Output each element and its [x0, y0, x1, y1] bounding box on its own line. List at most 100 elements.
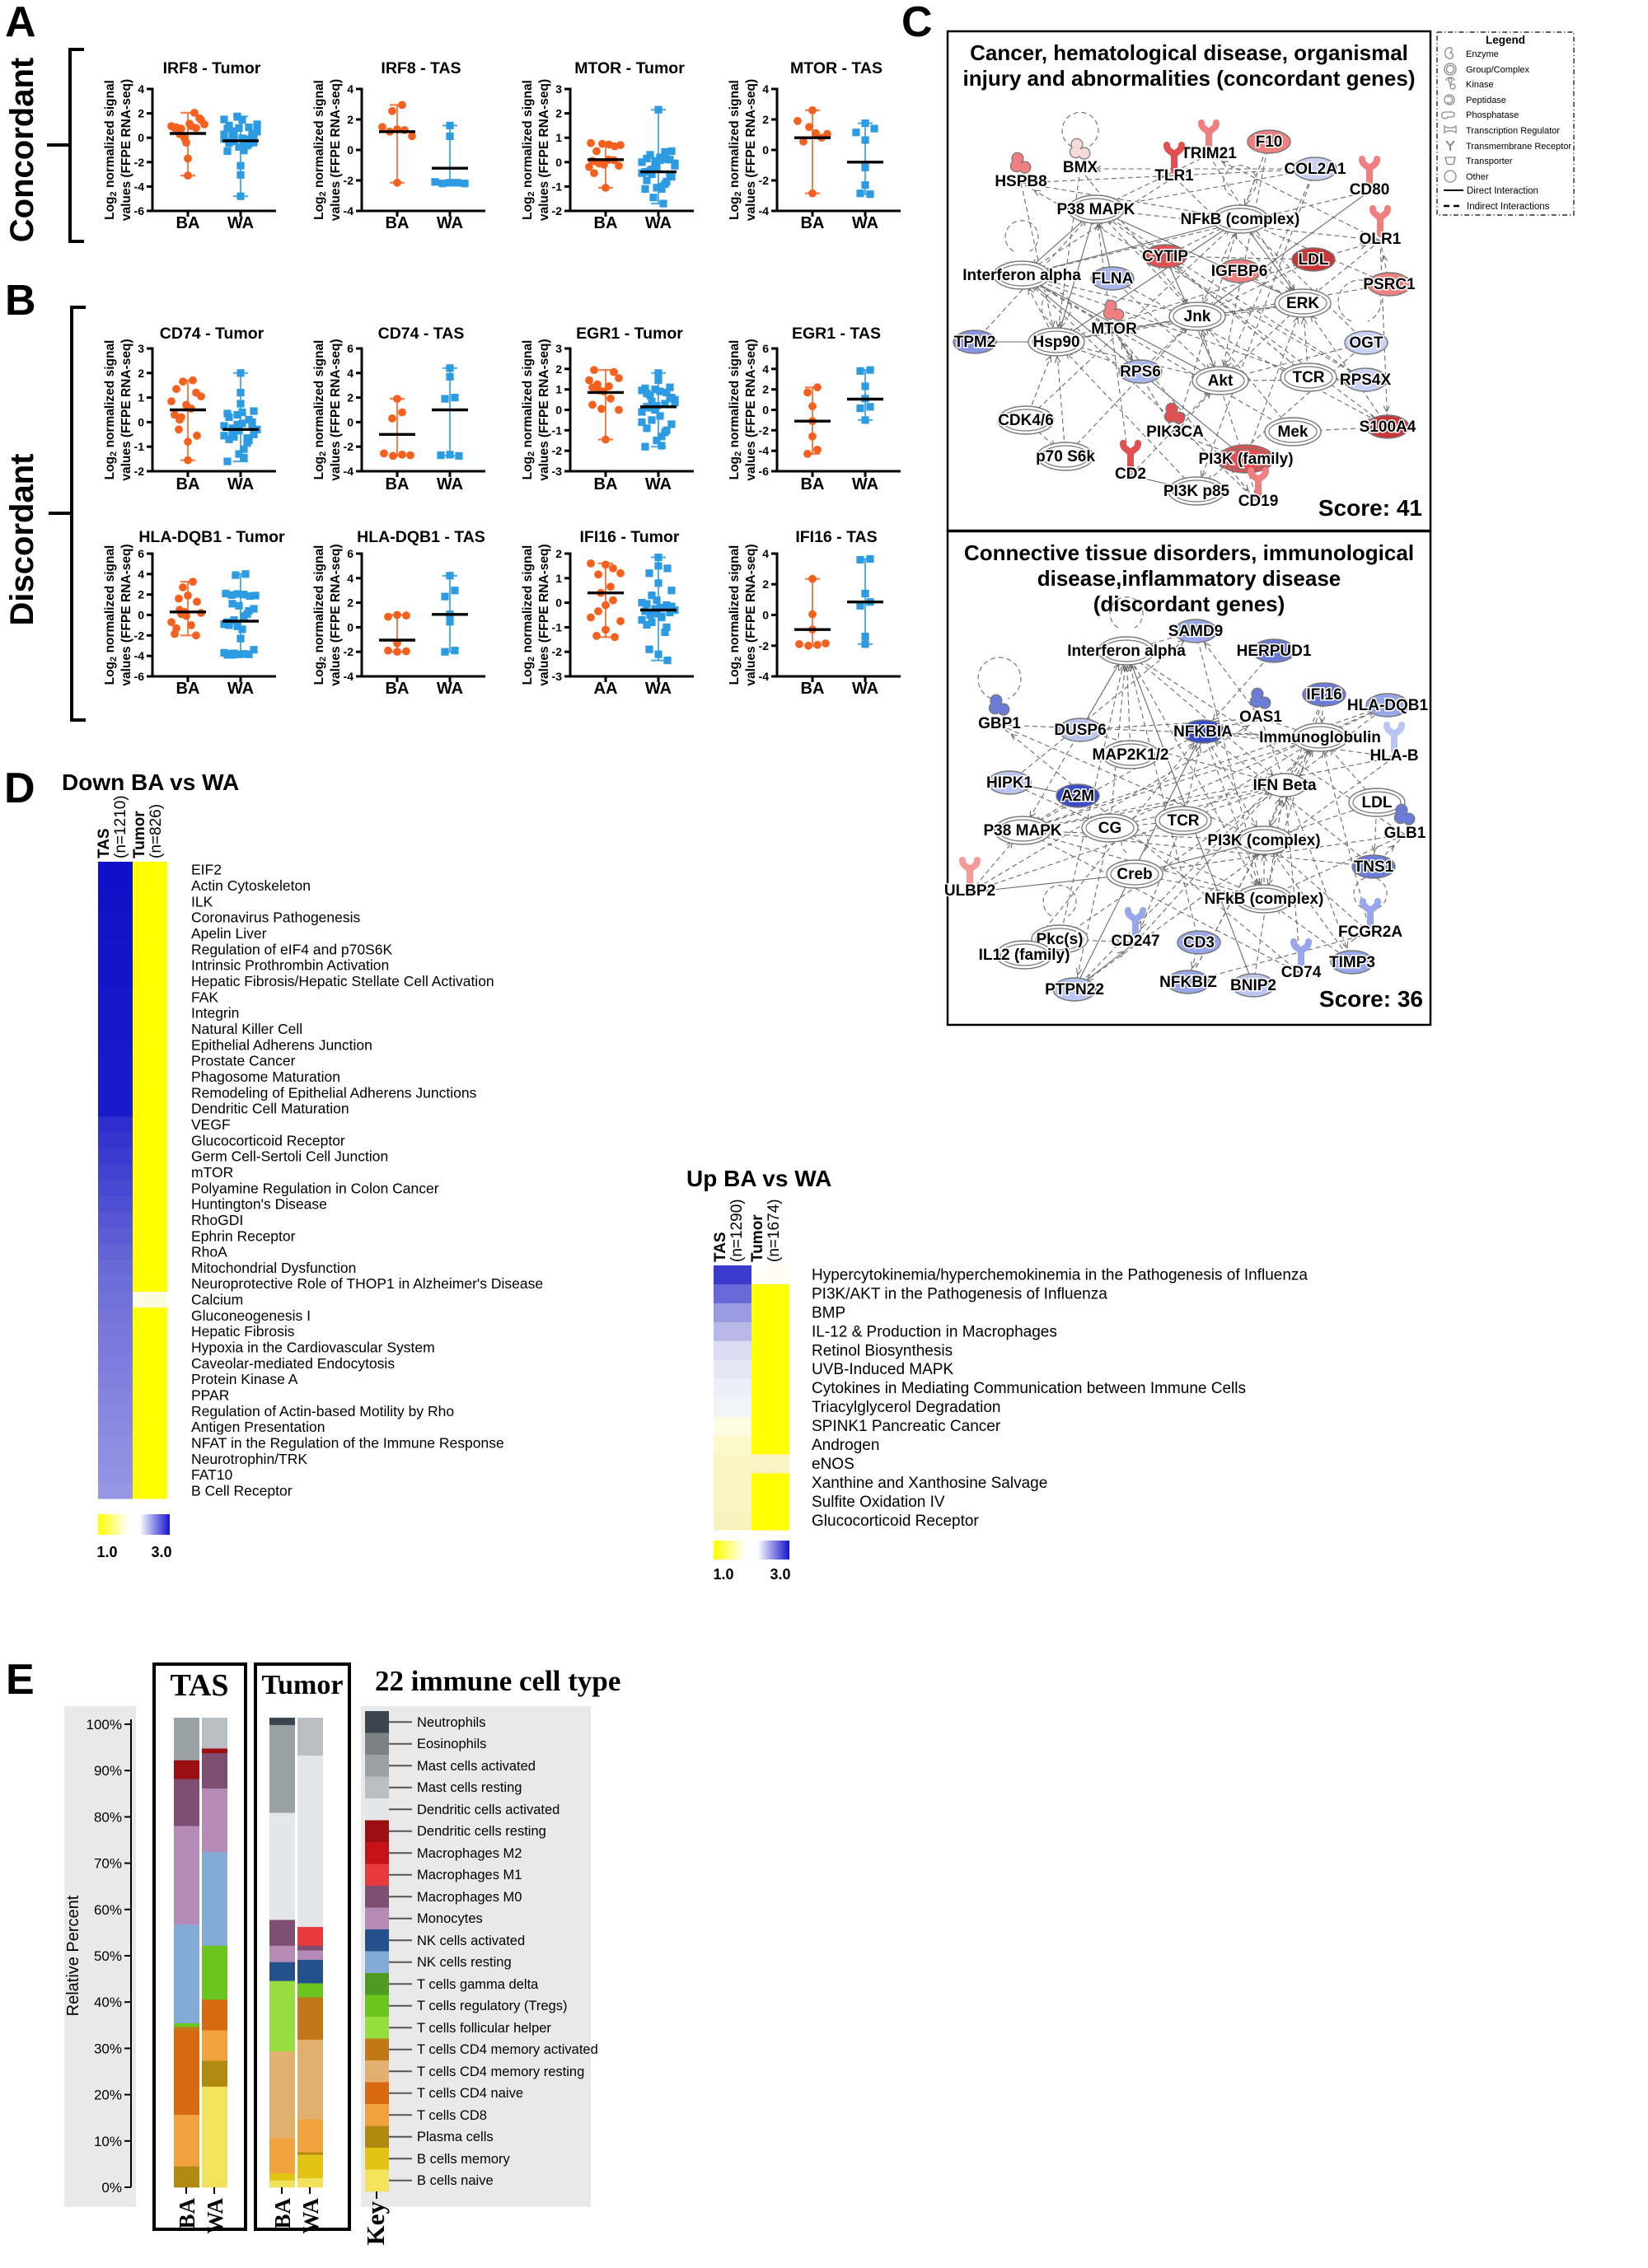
- svg-text:Log2 normalized signal: Log2 normalized signal: [103, 545, 119, 685]
- svg-text:3: 3: [555, 82, 562, 96]
- svg-text:TAS: TAS: [96, 828, 113, 858]
- svg-text:-4: -4: [759, 204, 770, 217]
- svg-text:4: 4: [762, 362, 769, 376]
- svg-text:Huntington's Disease: Huntington's Disease: [191, 1196, 327, 1213]
- svg-text:Score: 41: Score: 41: [1318, 495, 1422, 521]
- svg-text:30%: 30%: [94, 2041, 122, 2056]
- svg-text:BA: BA: [801, 475, 825, 493]
- svg-text:-2: -2: [552, 645, 563, 658]
- svg-text:Xanthine and Xanthosine Salvag: Xanthine and Xanthosine Salvage: [812, 1475, 1047, 1492]
- svg-text:CD19: CD19: [1238, 493, 1279, 510]
- svg-text:BNIP2: BNIP2: [1230, 977, 1276, 994]
- svg-text:Regulation of Actin-based Moti: Regulation of Actin-based Motility by Rh…: [191, 1403, 454, 1419]
- svg-text:Down BA vs WA: Down BA vs WA: [62, 769, 239, 795]
- svg-text:PIK3CA: PIK3CA: [1146, 423, 1204, 441]
- svg-text:1: 1: [555, 383, 562, 396]
- svg-text:Peptidase: Peptidase: [1466, 96, 1506, 105]
- svg-text:P38 MAPK: P38 MAPK: [983, 822, 1061, 839]
- svg-text:90%: 90%: [94, 1763, 122, 1779]
- svg-text:-1: -1: [552, 423, 563, 437]
- svg-text:4: 4: [138, 82, 144, 96]
- svg-text:4: 4: [347, 572, 353, 585]
- svg-text:4: 4: [347, 82, 353, 96]
- svg-text:-2: -2: [552, 444, 563, 457]
- svg-text:NFKBIZ: NFKBIZ: [1159, 974, 1217, 991]
- svg-text:WA: WA: [852, 475, 878, 493]
- svg-text:4: 4: [347, 367, 353, 380]
- svg-text:EGR1 - Tumor: EGR1 - Tumor: [576, 325, 683, 343]
- svg-text:PI3K (family): PI3K (family): [1198, 451, 1293, 468]
- svg-text:-2: -2: [134, 156, 145, 169]
- svg-text:values (FFPE RNA-seq): values (FFPE RNA-seq): [744, 544, 758, 685]
- svg-text:Gluconeogenesis I: Gluconeogenesis I: [191, 1307, 311, 1324]
- svg-text:OAS1: OAS1: [1239, 708, 1282, 726]
- svg-text:1: 1: [555, 131, 562, 144]
- svg-text:-4: -4: [134, 180, 145, 193]
- svg-text:-6: -6: [134, 670, 145, 683]
- svg-text:WA: WA: [437, 475, 463, 493]
- svg-text:Transcription Regulator: Transcription Regulator: [1466, 126, 1560, 136]
- svg-text:BA: BA: [175, 2198, 199, 2229]
- svg-text:Glucocorticoid Receptor: Glucocorticoid Receptor: [812, 1513, 979, 1530]
- svg-text:PI3K/AKT in the Pathogenesis o: PI3K/AKT in the Pathogenesis of Influenz…: [812, 1285, 1107, 1302]
- svg-text:LDL: LDL: [1299, 251, 1329, 269]
- svg-text:2: 2: [762, 383, 769, 396]
- svg-text:OLR1: OLR1: [1360, 231, 1402, 248]
- svg-text:Germ Cell-Sertoli Cell Junctio: Germ Cell-Sertoli Cell Junction: [191, 1148, 388, 1165]
- svg-text:Phosphatase: Phosphatase: [1466, 110, 1519, 120]
- svg-text:Remodeling of Epithelial Adher: Remodeling of Epithelial Adherens Juncti…: [191, 1084, 477, 1101]
- svg-text:EGR1 - TAS: EGR1 - TAS: [792, 325, 881, 343]
- svg-text:PTPN22: PTPN22: [1045, 981, 1104, 998]
- svg-text:Dendritic cells activated: Dendritic cells activated: [417, 1803, 559, 1817]
- svg-text:WA: WA: [645, 214, 672, 232]
- svg-text:0: 0: [555, 156, 562, 169]
- svg-text:Epithelial Adherens Junction: Epithelial Adherens Junction: [191, 1036, 372, 1053]
- svg-text:-2: -2: [344, 645, 354, 658]
- svg-text:0: 0: [138, 415, 144, 428]
- svg-text:A: A: [5, 0, 36, 46]
- svg-text:WA: WA: [645, 680, 672, 698]
- svg-text:WA: WA: [645, 475, 672, 493]
- svg-text:6: 6: [762, 342, 769, 355]
- svg-text:S100A4: S100A4: [1360, 419, 1416, 436]
- svg-text:RPS6: RPS6: [1120, 363, 1161, 381]
- svg-text:values (FFPE RNA-seq): values (FFPE RNA-seq): [119, 79, 133, 221]
- svg-text:Log2 normalized signal: Log2 normalized signal: [103, 80, 119, 220]
- svg-text:Actin Cytoskeleton: Actin Cytoskeleton: [191, 877, 311, 894]
- svg-text:D: D: [4, 765, 35, 812]
- svg-text:WA: WA: [203, 2198, 227, 2234]
- svg-text:-1: -1: [552, 180, 563, 193]
- svg-text:2: 2: [347, 113, 353, 126]
- svg-text:-2: -2: [552, 204, 563, 217]
- svg-text:3.0: 3.0: [151, 1544, 171, 1560]
- svg-text:-6: -6: [134, 204, 145, 217]
- svg-text:T cells regulatory (Tregs): T cells regulatory (Tregs): [417, 1999, 567, 2013]
- svg-text:IFI16 - Tumor: IFI16 - Tumor: [580, 528, 680, 546]
- svg-text:(n=1674): (n=1674): [765, 1199, 783, 1262]
- svg-text:1.0: 1.0: [96, 1544, 117, 1560]
- svg-text:GLB1: GLB1: [1384, 825, 1426, 842]
- svg-text:Hypercytokinemia/hyperchemokin: Hypercytokinemia/hyperchemokinemia in th…: [812, 1267, 1308, 1284]
- svg-text:RhoGDI: RhoGDI: [191, 1212, 243, 1228]
- svg-text:-2: -2: [134, 629, 145, 642]
- svg-text:WA: WA: [437, 680, 463, 698]
- svg-text:Direct Interaction: Direct Interaction: [1467, 186, 1538, 196]
- svg-text:FCGR2A: FCGR2A: [1338, 924, 1402, 941]
- svg-text:PI3K p85: PI3K p85: [1163, 483, 1230, 500]
- svg-text:Neurotrophin/TRK: Neurotrophin/TRK: [191, 1451, 307, 1467]
- svg-text:Glucocorticoid Receptor: Glucocorticoid Receptor: [191, 1132, 345, 1148]
- svg-text:Ephrin Receptor: Ephrin Receptor: [191, 1228, 296, 1244]
- svg-text:CD74 - TAS: CD74 - TAS: [378, 325, 465, 343]
- svg-text:0: 0: [762, 143, 769, 157]
- svg-text:Log2 normalized signal: Log2 normalized signal: [521, 340, 536, 480]
- svg-text:1.0: 1.0: [713, 1566, 733, 1583]
- svg-text:BMP: BMP: [812, 1304, 845, 1321]
- svg-text:2: 2: [762, 578, 769, 591]
- svg-text:TPM2: TPM2: [954, 334, 996, 351]
- svg-text:NK cells resting: NK cells resting: [417, 1955, 512, 1970]
- svg-text:Intrinsic Prothrombin Activati: Intrinsic Prothrombin Activation: [191, 957, 389, 974]
- svg-text:SPINK1 Pancreatic Cancer: SPINK1 Pancreatic Cancer: [812, 1418, 1001, 1435]
- svg-text:Creb: Creb: [1117, 866, 1152, 883]
- svg-text:ERK: ERK: [1286, 295, 1319, 312]
- svg-text:3.0: 3.0: [770, 1566, 790, 1583]
